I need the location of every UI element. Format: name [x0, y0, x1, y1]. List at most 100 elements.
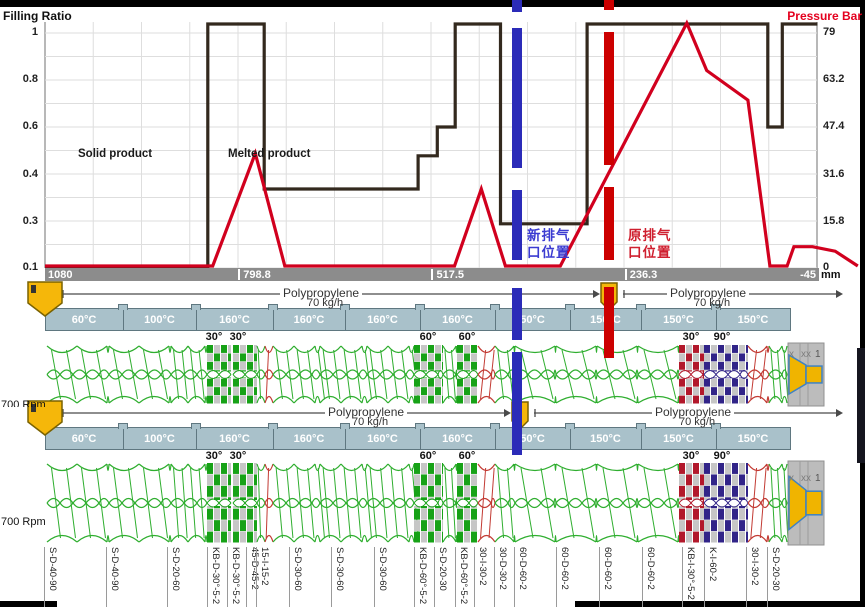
- barrel-notch: [711, 423, 721, 429]
- x-axis-unit: mm: [821, 269, 841, 281]
- screw-element-conv[interactable]: [555, 345, 598, 404]
- screw-element-label: KB-D-30°-5-2: [207, 547, 221, 607]
- screw-element-label: KB-D-30°-5-2: [227, 547, 241, 607]
- screw-element-conv[interactable]: [319, 345, 372, 404]
- screw-element-convr[interactable]: [477, 463, 496, 543]
- screw-element-label: S-D-30-60: [374, 547, 388, 607]
- barrel-zone[interactable]: [716, 308, 791, 331]
- screw-element-conv[interactable]: [442, 463, 458, 543]
- screw-element-conv[interactable]: [494, 463, 516, 543]
- screw-element-conv[interactable]: [46, 463, 110, 543]
- screw-element-conv[interactable]: [514, 463, 557, 543]
- screw-element-conv[interactable]: [768, 345, 789, 404]
- die-mark: 1: [815, 473, 821, 484]
- screw-element-kb[interactable]: [232, 345, 258, 404]
- screw-element-conv[interactable]: [366, 345, 419, 404]
- feed-material-label: Polypropylene: [325, 405, 408, 419]
- screw-element-conv[interactable]: [366, 463, 419, 543]
- screw-element-conv[interactable]: [170, 345, 208, 404]
- screw-element-convr[interactable]: [264, 345, 274, 404]
- x-axis-tick: 798.8: [243, 268, 271, 281]
- feed-rate-label: 70 kg/h: [352, 416, 389, 428]
- right-axis-title: Pressure Bar: [787, 9, 862, 23]
- series-pressure: [45, 19, 859, 268]
- die-cone: [788, 353, 807, 396]
- screw-element-conv[interactable]: [555, 463, 598, 543]
- new-vent-label: 新排气 口位置: [527, 228, 571, 260]
- screw-element-convr[interactable]: [747, 345, 770, 404]
- screw-element-kb[interactable]: [456, 345, 479, 404]
- original-vent-label: 原排气 口位置: [628, 228, 672, 260]
- screw-element-kb[interactable]: [678, 463, 705, 543]
- screw-element-kb[interactable]: [703, 463, 749, 543]
- screw-element-label: 30-I-30-2: [474, 547, 488, 607]
- screw-element-kb[interactable]: [703, 345, 749, 404]
- screw-element-convr[interactable]: [264, 463, 274, 543]
- x-axis-tick: 236.3: [629, 268, 658, 281]
- left-axis-tick: 0.3: [22, 214, 38, 227]
- screw-element-convr[interactable]: [477, 345, 496, 404]
- screw-element-conv[interactable]: [637, 345, 680, 404]
- barrel-notch: [415, 423, 425, 429]
- screw-element-conv[interactable]: [272, 345, 325, 404]
- barrel-temp: 100°C: [144, 433, 175, 445]
- kneading-angle-label: 60°: [458, 450, 476, 462]
- screw-element-kb[interactable]: [206, 345, 232, 404]
- screw-element-label: 30-I-30-2: [746, 547, 760, 607]
- screw-element-conv[interactable]: [768, 463, 789, 543]
- screw-element-conv[interactable]: [108, 345, 172, 404]
- barrel-temp: 160°C: [219, 314, 250, 326]
- barrel-temp: 60°C: [71, 314, 97, 326]
- screw-element-label: 60-D-60-2: [642, 547, 656, 607]
- screw-element-kb[interactable]: [413, 345, 444, 404]
- barrel-temp: 50°C: [520, 314, 545, 326]
- x-axis-tickmark: [431, 269, 434, 280]
- barrel-notch: [415, 304, 425, 310]
- screw-element-kb[interactable]: [413, 463, 444, 543]
- screw-element-label: KB-D-60°-5-2: [414, 547, 428, 607]
- screw-element-kb[interactable]: [678, 345, 705, 404]
- screw-element-conv[interactable]: [46, 345, 110, 404]
- barrel-temp: 160°C: [293, 433, 325, 445]
- frame-top: [0, 0, 865, 7]
- feed-material-label: Polypropylene: [280, 286, 363, 300]
- screw-element-conv[interactable]: [108, 463, 172, 543]
- x-axis-tick: 517.5: [436, 268, 465, 281]
- kneading-angle-label: 30°: [229, 331, 247, 343]
- right-axis-tick: 79: [823, 26, 836, 38]
- vent-dash: [512, 288, 522, 340]
- barrel-temp: 60°C: [71, 433, 97, 445]
- screw-element-kb[interactable]: [206, 463, 232, 543]
- vent-dash: [604, 32, 614, 165]
- screw-element-kb[interactable]: [232, 463, 258, 543]
- screw-element-conv[interactable]: [170, 463, 208, 543]
- screw-element-convr[interactable]: [747, 463, 770, 543]
- feed-rate-label: 70 kg/h: [694, 297, 731, 309]
- screw-element-label: 15-I-15-2: [256, 547, 270, 607]
- kneading-angle-label: 90°: [713, 331, 731, 343]
- screw-element-conv[interactable]: [596, 463, 639, 543]
- screw-element-conv[interactable]: [272, 463, 325, 543]
- barrel-notch: [490, 423, 500, 429]
- screw-element-label: 60-D-60-2: [514, 547, 528, 607]
- screw-element-conv[interactable]: [256, 463, 266, 543]
- barrel-zone[interactable]: [716, 427, 791, 450]
- kneading-angle-label: 30°: [682, 331, 700, 343]
- screw-element-label: S-D-20-60: [167, 547, 181, 607]
- kneading-angle-label: 60°: [419, 450, 437, 462]
- right-axis-tick: 31.6: [823, 167, 845, 180]
- barrel-temp: 150°C: [737, 314, 769, 326]
- screw-element-conv[interactable]: [319, 463, 372, 543]
- barrel-notch: [565, 423, 575, 429]
- feed-material-label: Polypropylene: [667, 286, 750, 300]
- screw-element-conv[interactable]: [637, 463, 680, 543]
- screw-element-kb[interactable]: [456, 463, 479, 543]
- screw-speed-label: 700 Rpm: [1, 516, 46, 528]
- right-axis-tick: 0: [823, 261, 830, 273]
- kneading-angle-label: 30°: [205, 331, 223, 343]
- right-axis-tick: 47.4: [823, 120, 845, 132]
- screw-element-conv[interactable]: [442, 345, 458, 404]
- screw-element-conv[interactable]: [256, 345, 266, 404]
- screw-element-label: S-D-20-30: [434, 547, 448, 607]
- screw-element-label: KB-D-60°-5-2: [455, 547, 469, 607]
